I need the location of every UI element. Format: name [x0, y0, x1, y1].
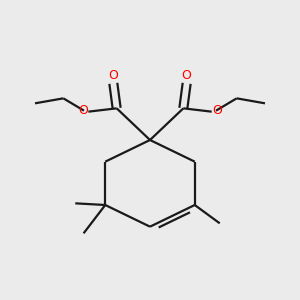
- Text: O: O: [212, 104, 222, 117]
- Text: O: O: [182, 70, 192, 83]
- Text: O: O: [78, 104, 88, 117]
- Text: O: O: [108, 70, 118, 83]
